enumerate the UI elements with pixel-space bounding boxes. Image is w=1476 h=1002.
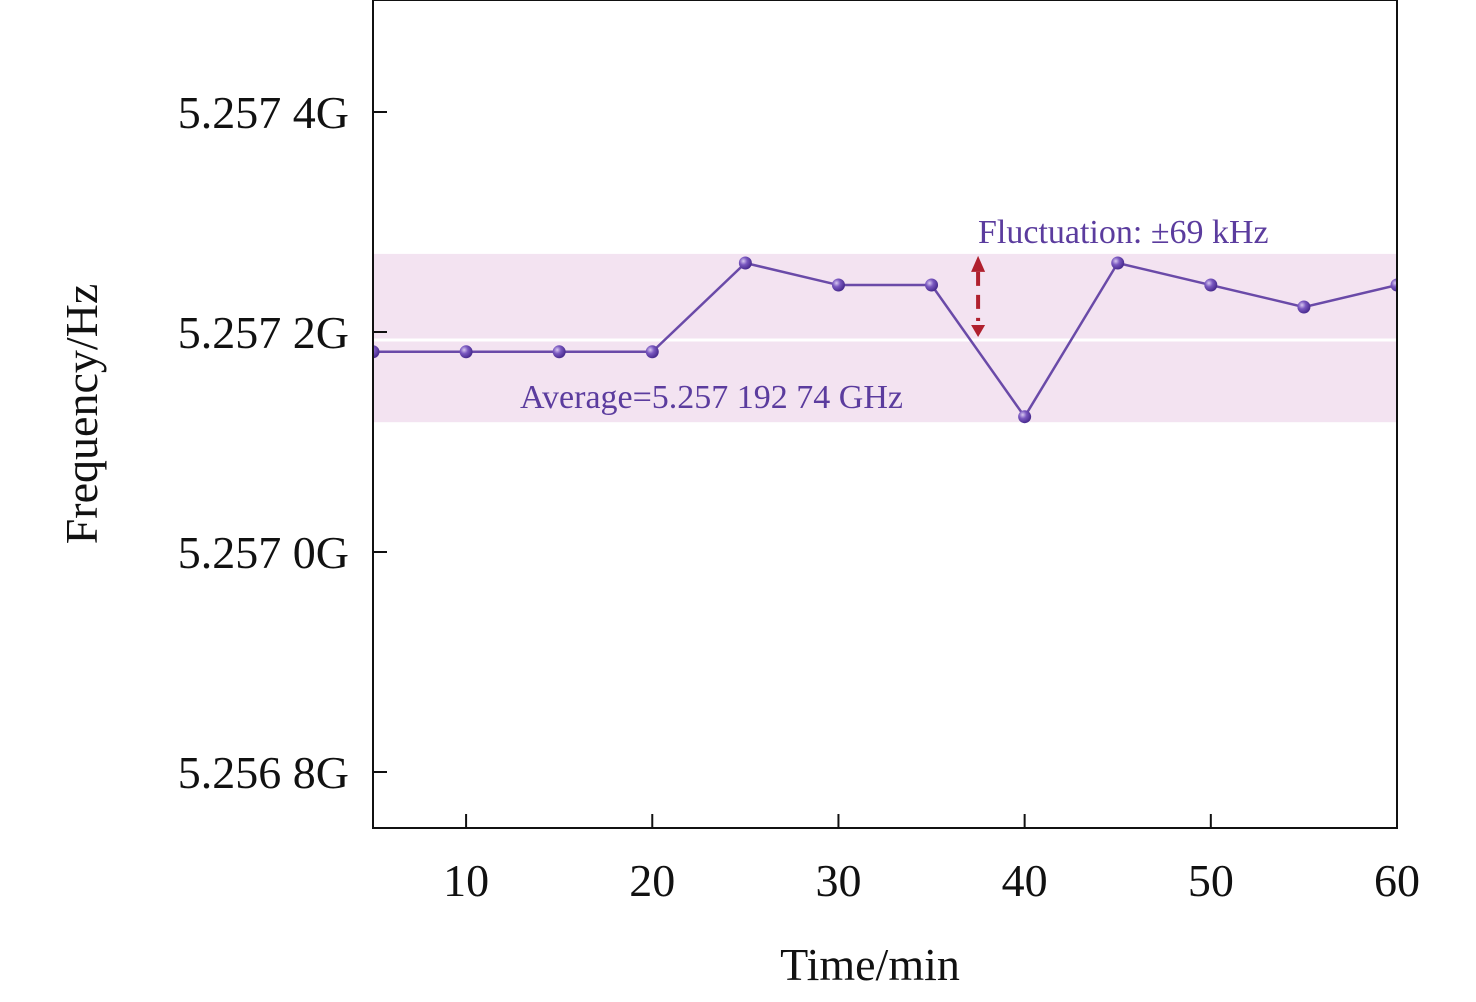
arrow-head-up [971,255,986,272]
x-tick-label: 50 [1188,855,1234,906]
x-tick-label: 60 [1374,855,1420,906]
y-tick-label: 5.257 4G [178,87,349,138]
data-point [1390,278,1397,292]
x-tick-label: 20 [629,855,675,906]
data-point [459,345,473,359]
data-point [738,256,752,270]
arrow-head-down [971,324,986,337]
data-point [1204,278,1218,292]
data-point [925,278,939,292]
x-axis-label: Time/min [780,939,960,990]
x-tick-label: 30 [815,855,861,906]
series-line [373,261,1397,419]
y-axis-label: Frequency/Hz [56,284,107,545]
data-point [373,345,380,359]
y-tick-label: 5.257 0G [178,527,349,578]
x-tick-label: 10 [443,855,489,906]
fluctuation-annotation: Fluctuation: ±69 kHz [978,214,1269,251]
y-tick-label: 5.257 2G [178,307,349,358]
plot-frame [372,0,1398,829]
fluctuation-band [373,253,1397,423]
data-point [831,278,845,292]
x-tick-label: 40 [1002,855,1048,906]
data-point [645,345,659,359]
data-point [1111,256,1125,270]
y-tick-label: 5.256 8G [178,747,349,798]
data-point [1018,410,1032,424]
data-point [1297,300,1311,314]
average-annotation: Average=5.257 192 74 GHz [520,379,903,416]
data-point [552,345,566,359]
